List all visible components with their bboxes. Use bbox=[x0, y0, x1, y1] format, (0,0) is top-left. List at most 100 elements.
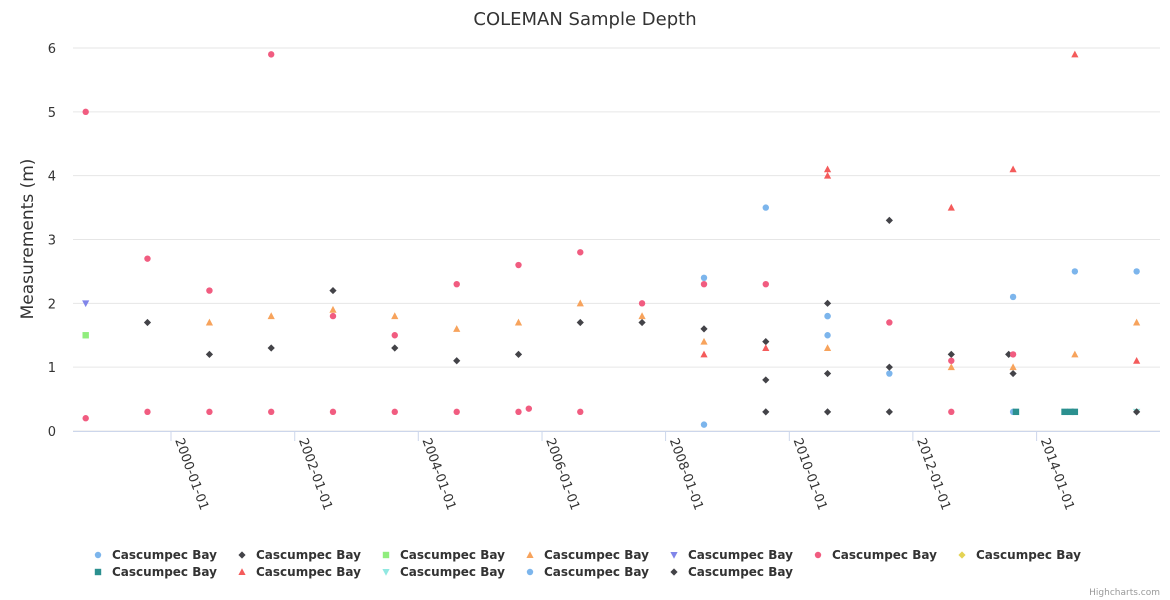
legend[interactable]: Cascumpec Bay Cascumpec Bay Cascumpec Bay C… bbox=[94, 548, 1081, 579]
legend-item[interactable]: Cascumpec Bay bbox=[526, 565, 649, 579]
legend-symbol[interactable] bbox=[238, 551, 246, 559]
data-point[interactable] bbox=[1133, 408, 1141, 416]
data-point[interactable] bbox=[700, 325, 708, 333]
data-point[interactable] bbox=[762, 344, 770, 352]
legend-label[interactable]: Cascumpec Bay bbox=[688, 565, 793, 579]
data-point[interactable] bbox=[823, 171, 832, 179]
data-point[interactable] bbox=[205, 318, 214, 326]
legend-symbol[interactable] bbox=[526, 551, 534, 558]
data-point[interactable] bbox=[1071, 50, 1079, 58]
data-point[interactable] bbox=[267, 312, 275, 320]
legend-symbol[interactable] bbox=[382, 551, 390, 559]
data-point[interactable] bbox=[329, 312, 337, 320]
data-point[interactable] bbox=[267, 344, 275, 352]
data-point[interactable] bbox=[885, 408, 893, 416]
legend-label[interactable]: Cascumpec Bay bbox=[544, 548, 649, 562]
data-point[interactable] bbox=[885, 363, 893, 371]
data-point[interactable] bbox=[1012, 408, 1020, 416]
legend-label[interactable]: Cascumpec Bay bbox=[256, 548, 361, 562]
legend-symbol[interactable] bbox=[94, 568, 102, 576]
data-point[interactable] bbox=[453, 357, 461, 365]
legend-symbol[interactable] bbox=[958, 551, 966, 559]
data-point[interactable] bbox=[823, 369, 832, 378]
legend-symbol[interactable] bbox=[382, 569, 390, 576]
legend-label[interactable]: Cascumpec Bay bbox=[112, 548, 217, 562]
data-point[interactable] bbox=[1009, 293, 1017, 301]
data-point[interactable] bbox=[391, 332, 398, 339]
data-point[interactable] bbox=[762, 338, 770, 346]
data-point[interactable] bbox=[453, 325, 461, 332]
legend-symbol[interactable] bbox=[526, 568, 534, 576]
data-point[interactable] bbox=[82, 300, 90, 308]
legend-symbol[interactable] bbox=[670, 552, 678, 559]
data-point[interactable] bbox=[1133, 318, 1141, 326]
legend-item[interactable]: Cascumpec Bay bbox=[238, 548, 361, 562]
legend-item[interactable]: Cascumpec Bay bbox=[958, 548, 1081, 562]
data-point[interactable] bbox=[206, 408, 213, 416]
data-point[interactable] bbox=[82, 415, 89, 422]
data-point[interactable] bbox=[885, 216, 893, 224]
data-point[interactable] bbox=[82, 332, 89, 339]
data-point[interactable] bbox=[144, 255, 151, 262]
data-point[interactable] bbox=[525, 405, 533, 412]
data-point[interactable] bbox=[453, 280, 460, 288]
data-point[interactable] bbox=[391, 312, 399, 320]
data-point[interactable] bbox=[700, 274, 708, 281]
data-point[interactable] bbox=[1133, 356, 1141, 364]
data-point[interactable] bbox=[329, 408, 337, 416]
legend-label[interactable]: Cascumpec Bay bbox=[976, 548, 1081, 562]
data-point[interactable] bbox=[144, 408, 151, 416]
legend-item[interactable]: Cascumpec Bay bbox=[94, 548, 217, 562]
data-point[interactable] bbox=[329, 305, 337, 313]
data-point[interactable] bbox=[1071, 268, 1079, 275]
legend-item[interactable]: Cascumpec Bay bbox=[670, 548, 793, 562]
data-point[interactable] bbox=[948, 357, 955, 364]
data-point[interactable] bbox=[514, 318, 523, 326]
data-point[interactable] bbox=[823, 408, 832, 416]
data-point[interactable] bbox=[700, 421, 708, 428]
data-point[interactable] bbox=[948, 408, 955, 416]
data-point[interactable] bbox=[515, 408, 522, 416]
data-point[interactable] bbox=[577, 408, 584, 416]
data-point[interactable] bbox=[268, 408, 275, 416]
data-point[interactable] bbox=[576, 318, 584, 327]
data-point[interactable] bbox=[82, 108, 89, 116]
data-point[interactable] bbox=[268, 51, 275, 58]
data-point[interactable] bbox=[1133, 268, 1140, 275]
credits-link[interactable]: Highcharts.com bbox=[1089, 588, 1160, 598]
legend-item[interactable]: Cascumpec Bay bbox=[238, 565, 361, 579]
data-point[interactable] bbox=[823, 165, 832, 173]
legend-label[interactable]: Cascumpec Bay bbox=[256, 565, 361, 579]
data-point[interactable] bbox=[823, 299, 832, 307]
data-point[interactable] bbox=[947, 203, 955, 211]
data-point[interactable] bbox=[947, 363, 955, 371]
data-point[interactable] bbox=[391, 408, 398, 416]
data-point[interactable] bbox=[762, 408, 770, 416]
data-point[interactable] bbox=[1009, 351, 1017, 358]
data-point[interactable] bbox=[143, 318, 152, 327]
legend-label[interactable]: Cascumpec Bay bbox=[112, 565, 217, 579]
legend-symbol[interactable] bbox=[814, 551, 822, 559]
legend-item[interactable]: Cascumpec Bay bbox=[670, 565, 793, 579]
legend-symbol[interactable] bbox=[670, 568, 678, 576]
data-point[interactable] bbox=[947, 350, 955, 358]
data-point[interactable] bbox=[762, 204, 769, 211]
legend-item[interactable]: Cascumpec Bay bbox=[382, 548, 505, 562]
data-point[interactable] bbox=[1061, 408, 1068, 416]
legend-item[interactable]: Cascumpec Bay bbox=[94, 565, 217, 579]
data-point[interactable] bbox=[391, 344, 399, 352]
data-point[interactable] bbox=[762, 376, 770, 384]
data-point[interactable] bbox=[638, 312, 646, 320]
data-point[interactable] bbox=[886, 370, 893, 377]
data-point[interactable] bbox=[577, 249, 584, 256]
data-point[interactable] bbox=[329, 286, 337, 295]
legend-label[interactable]: Cascumpec Bay bbox=[544, 565, 649, 579]
legend-label[interactable]: Cascumpec Bay bbox=[688, 548, 793, 562]
data-point[interactable] bbox=[206, 287, 213, 294]
legend-item[interactable]: Cascumpec Bay bbox=[526, 548, 649, 562]
legend-label[interactable]: Cascumpec Bay bbox=[400, 565, 505, 579]
legend-label[interactable]: Cascumpec Bay bbox=[832, 548, 937, 562]
data-point[interactable] bbox=[515, 261, 522, 269]
data-point[interactable] bbox=[453, 408, 460, 416]
data-point[interactable] bbox=[700, 337, 708, 345]
